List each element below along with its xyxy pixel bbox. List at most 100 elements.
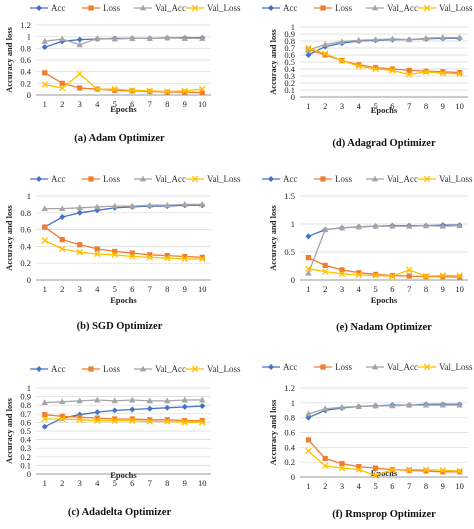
marker-loss-7	[147, 417, 153, 423]
marker-val-acc-7	[146, 35, 153, 41]
x-tick-label: 7	[407, 284, 411, 294]
marker-val-loss-10	[198, 419, 206, 426]
series-val-loss	[41, 70, 206, 95]
marker-loss-5	[373, 271, 379, 277]
x-tick-label: 4	[357, 481, 362, 491]
marker-val-acc-4	[355, 223, 362, 230]
marker-val-loss-1	[41, 81, 49, 88]
marker-val-acc-6	[129, 202, 136, 209]
marker-val-loss-7	[405, 466, 413, 473]
y-tick-label: 0.6	[20, 55, 31, 65]
x-tick-label: 8	[165, 99, 169, 109]
marker-val-acc-9	[181, 35, 188, 41]
marker-val-acc-1	[305, 410, 312, 417]
y-tick-label: 0	[291, 92, 295, 102]
series-val-acc	[41, 201, 206, 211]
x-tick-label: 6	[130, 99, 134, 109]
marker-val-loss-4	[423, 4, 431, 12]
legend-label: Acc	[283, 174, 298, 184]
marker-acc-1	[36, 5, 42, 11]
marker-acc-5	[111, 407, 118, 414]
legend-label: Val_Acc	[387, 174, 418, 184]
y-tick-label: 1	[27, 32, 31, 42]
series-line	[308, 257, 460, 278]
y-tick-label: 0.8	[20, 400, 31, 410]
marker-loss-2	[322, 455, 328, 462]
marker-val-acc-4	[94, 35, 101, 41]
marker-loss-3	[339, 461, 345, 467]
y-tick-label: 0.5	[284, 57, 295, 67]
marker-val-acc-3	[338, 403, 346, 410]
x-tick-label: 8	[165, 478, 169, 488]
marker-acc-1	[268, 176, 274, 182]
x-tick-label: 1	[306, 101, 310, 111]
marker-val-acc-3	[338, 38, 346, 45]
y-tick-label: 0	[291, 275, 295, 285]
y-tick-label: 0.7	[20, 409, 31, 419]
y-tick-label: 1	[291, 398, 295, 408]
marker-val-acc-8	[164, 34, 171, 41]
x-tick-label: 1	[43, 478, 47, 488]
series-line	[44, 37, 203, 46]
marker-val-acc-7	[146, 397, 153, 404]
marker-val-acc-5	[372, 402, 379, 409]
marker-val-loss-10	[456, 272, 463, 279]
marker-val-loss-4	[423, 175, 431, 183]
marker-val-acc-7	[406, 36, 413, 42]
x-tick-label: 2	[323, 101, 327, 111]
marker-val-loss-10	[456, 467, 463, 475]
marker-loss-4	[356, 464, 362, 470]
marker-val-acc-2	[322, 226, 329, 232]
marker-val-loss-2	[58, 245, 66, 253]
marker-loss-9	[182, 89, 188, 95]
series-line	[44, 414, 203, 422]
marker-val-loss-4	[191, 4, 199, 12]
series-val-loss	[41, 415, 206, 426]
marker-val-loss-4	[423, 363, 431, 371]
marker-val-acc-5	[111, 397, 118, 404]
x-tick-label: 7	[148, 284, 152, 294]
marker-val-loss-5	[111, 417, 119, 424]
marker-acc-7	[146, 405, 153, 412]
marker-val-loss-2	[58, 415, 66, 423]
marker-val-acc-6	[389, 222, 396, 229]
x-tick-label: 3	[340, 284, 344, 294]
marker-loss-5	[373, 65, 379, 71]
marker-loss-7	[147, 252, 153, 258]
y-tick-label: 0.4	[284, 442, 295, 452]
x-tick-label: 2	[60, 478, 64, 488]
y-tick-label: 0.4	[20, 435, 31, 445]
marker-loss-6	[389, 66, 395, 72]
marker-val-acc-9	[439, 401, 446, 408]
marker-val-acc-6	[129, 396, 136, 403]
marker-loss-4	[356, 270, 362, 276]
legend: Acc Loss Val_Acc Val_Loss	[262, 362, 473, 372]
marker-val-acc-3	[338, 224, 346, 231]
x-tick-label: 5	[113, 478, 117, 488]
marker-acc-10	[199, 403, 206, 410]
marker-acc-1	[36, 366, 42, 372]
marker-val-loss-7	[405, 266, 413, 274]
legend-label: Val_Acc	[155, 174, 186, 184]
marker-val-loss-4	[93, 417, 101, 424]
x-axis-title: Epochs	[371, 295, 398, 305]
marker-loss-10	[457, 274, 463, 280]
marker-loss-2	[59, 237, 65, 243]
x-tick-label: 6	[390, 284, 394, 294]
marker-val-loss-4	[355, 466, 363, 473]
x-tick-label: 10	[198, 284, 207, 294]
x-tick-label: 8	[424, 481, 428, 491]
series-acc	[305, 222, 463, 240]
y-tick-label: 0.8	[284, 36, 295, 46]
series-val-acc	[41, 396, 206, 406]
chart-panel-6: 00.20.40.60.811.21 2 3 4 5 6 7 8 9 10EpochsAccura…	[262, 362, 473, 520]
marker-val-loss-5	[372, 65, 379, 73]
marker-loss-1	[42, 70, 48, 76]
marker-val-acc-3	[371, 175, 379, 182]
marker-acc-2	[59, 214, 66, 220]
marker-val-loss-9	[181, 87, 189, 95]
marker-loss-2	[88, 366, 94, 372]
marker-loss-5	[112, 87, 118, 93]
legend-label: Acc	[283, 3, 298, 13]
